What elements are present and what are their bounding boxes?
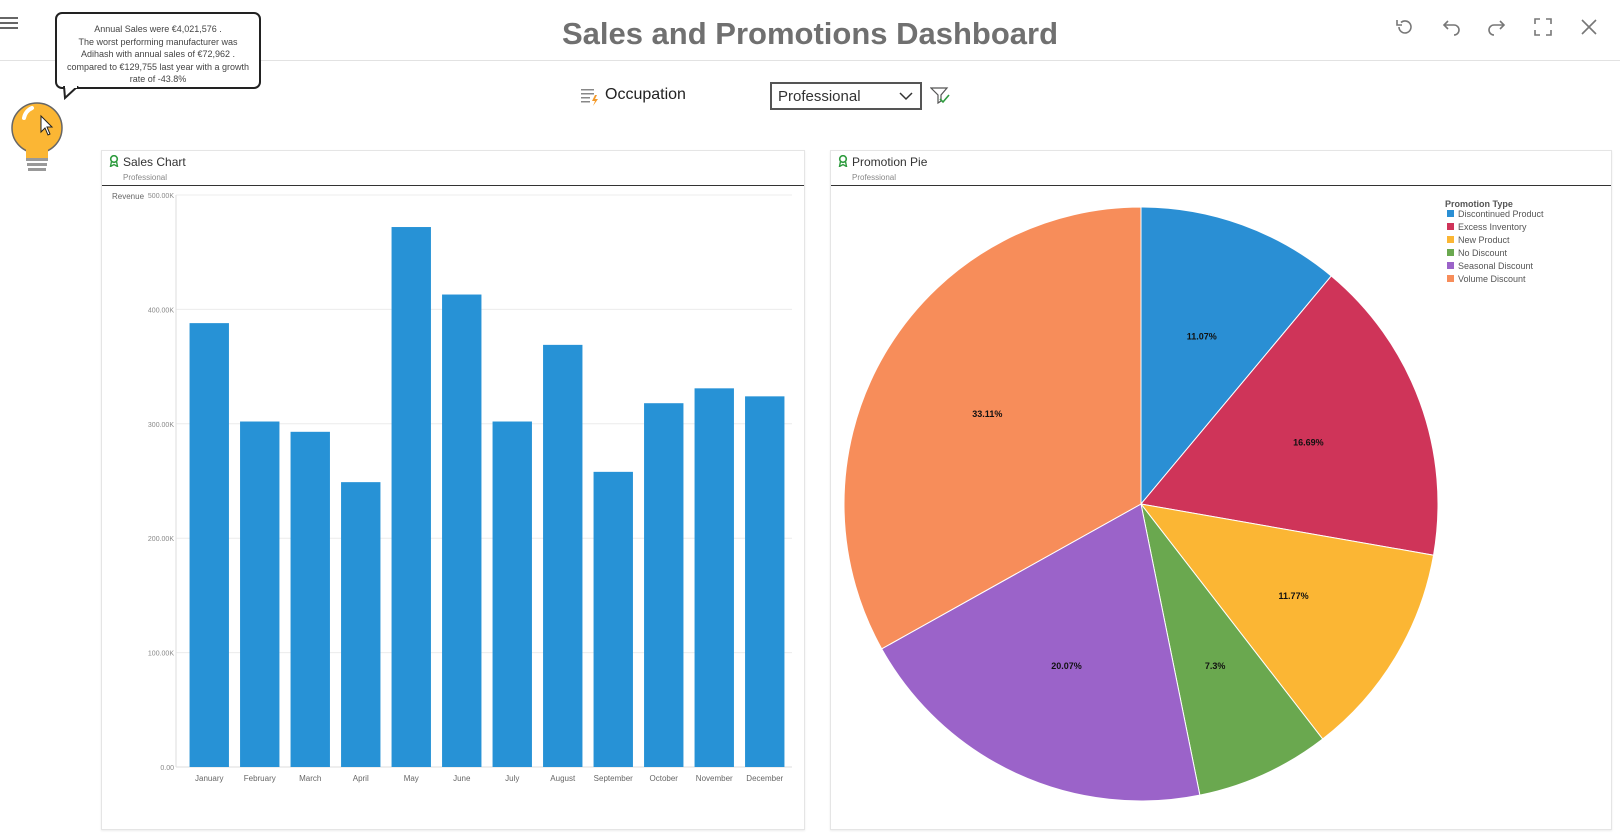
- bar[interactable]: [391, 227, 431, 768]
- menu-icon[interactable]: [0, 14, 18, 32]
- chevron-down-icon: [899, 92, 913, 101]
- pie-data-label: 33.11%: [972, 409, 1002, 419]
- redo-icon[interactable]: [1484, 14, 1510, 40]
- insight-line: The worst performing manufacturer was: [78, 36, 238, 47]
- x-tick-label: July: [505, 774, 519, 783]
- x-tick-label: October: [650, 774, 679, 783]
- bar-chart: Revenue 0.00 100.00K 200.00K 300.00K 400.00K…: [112, 192, 792, 783]
- filter-check-icon[interactable]: [930, 86, 950, 106]
- y-tick-label: 200.00K: [148, 536, 174, 543]
- reset-icon[interactable]: [1392, 14, 1418, 40]
- ribbon-icon: [838, 155, 848, 167]
- x-tick-label: April: [353, 774, 369, 783]
- occupation-select[interactable]: Professional: [770, 82, 922, 110]
- legend-entry[interactable]: Discontinued Product: [1458, 209, 1544, 219]
- pie-slice[interactable]: [1139, 503, 1435, 740]
- pie-data-label: 11.77%: [1279, 591, 1309, 601]
- page-title: Sales and Promotions Dashboard: [561, 16, 1059, 51]
- pie-slice[interactable]: [843, 206, 1142, 650]
- x-tick-label: September: [594, 774, 633, 783]
- legend-entry[interactable]: Volume Discount: [1458, 274, 1526, 284]
- close-icon[interactable]: [1576, 14, 1602, 40]
- bar[interactable]: [240, 421, 280, 767]
- legend-swatch: [1447, 236, 1454, 243]
- promotion-pie-subtitle: Professional: [852, 173, 897, 182]
- legend-entry[interactable]: Excess Inventory: [1458, 222, 1527, 232]
- pie-data-label: 11.07%: [1187, 331, 1217, 341]
- insight-line: rate of -43.8%: [129, 74, 187, 84]
- bar[interactable]: [492, 421, 532, 767]
- y-tick-label: 400.00K: [148, 307, 174, 314]
- x-tick-label: June: [453, 774, 471, 783]
- y-axis-title: Revenue: [112, 192, 145, 201]
- legend-swatch: [1447, 223, 1454, 230]
- legend-swatch: [1447, 249, 1454, 256]
- promotion-pie-title: Promotion Pie: [852, 155, 928, 169]
- pie-slice[interactable]: [1140, 275, 1439, 556]
- x-tick-label: January: [195, 774, 223, 783]
- tooltip-tail: [63, 86, 79, 100]
- insight-line: Annual Sales were €4,021,576 .: [94, 24, 222, 34]
- legend-entry[interactable]: Seasonal Discount: [1458, 261, 1534, 271]
- pie-data-label: 7.3%: [1205, 661, 1226, 671]
- promotion-pie-header: Promotion Pie Professional: [831, 151, 1611, 186]
- undo-icon[interactable]: [1438, 14, 1464, 40]
- x-tick-label: August: [550, 774, 576, 783]
- x-tick-label: February: [244, 774, 276, 783]
- legend-swatch: [1447, 210, 1454, 217]
- bar[interactable]: [593, 471, 633, 767]
- pie-slice[interactable]: [1140, 503, 1324, 796]
- x-tick-label: May: [404, 774, 419, 783]
- top-bar: Sales and Promotions Dashboard: [0, 0, 1620, 61]
- x-tick-label: November: [696, 774, 733, 783]
- sales-chart-title: Sales Chart: [123, 155, 186, 169]
- bar[interactable]: [189, 323, 229, 767]
- lightbulb-icon[interactable]: [10, 98, 66, 178]
- bar[interactable]: [543, 344, 583, 767]
- y-tick-label: 0.00: [160, 765, 174, 772]
- legend-title: Promotion Type: [1445, 199, 1513, 209]
- occupation-select-value: Professional: [778, 88, 861, 105]
- y-tick-label: 100.00K: [148, 651, 174, 658]
- pie-chart: Promotion Type 11.07% 16.69% 11.77% 7.3% 20.…: [843, 199, 1544, 802]
- legend-entry[interactable]: No Discount: [1458, 248, 1508, 258]
- legend-swatch: [1447, 275, 1454, 282]
- sales-chart-subtitle: Professional: [123, 173, 168, 182]
- x-tick-label: December: [746, 774, 783, 783]
- legend-swatch: [1447, 262, 1454, 269]
- bar[interactable]: [341, 482, 381, 767]
- pie-data-label: 16.69%: [1293, 438, 1324, 448]
- insight-line: compared to €129,755 last year with a gr…: [66, 61, 250, 72]
- pie-slice[interactable]: [881, 503, 1201, 802]
- filter-row: Occupation Professional: [0, 80, 1620, 112]
- toolbar: [1392, 14, 1602, 40]
- insight-tooltip: Annual Sales were €4,021,576 . The worst…: [55, 12, 261, 89]
- sales-chart-panel: Sales Chart Professional Revenue 0.00 100…: [101, 150, 805, 830]
- bar[interactable]: [745, 396, 785, 767]
- promotion-pie-panel: Promotion Pie Professional Promotion Typ…: [830, 150, 1612, 830]
- pie-data-label: 20.07%: [1051, 661, 1082, 671]
- bar[interactable]: [644, 403, 684, 767]
- insight-line: Adihash with annual sales of €72,962 .: [80, 49, 236, 59]
- bar[interactable]: [694, 388, 734, 767]
- y-tick-label: 300.00K: [148, 422, 174, 429]
- bar[interactable]: [290, 431, 330, 767]
- legend-entry[interactable]: New Product: [1458, 235, 1510, 245]
- y-tick-label: 500.00K: [148, 193, 174, 200]
- filter-label: Occupation: [605, 86, 686, 103]
- ribbon-icon: [109, 155, 119, 167]
- occupation-filter-icon: [581, 89, 598, 106]
- fullscreen-icon[interactable]: [1530, 14, 1556, 40]
- x-tick-label: March: [299, 774, 321, 783]
- sales-chart-header: Sales Chart Professional: [102, 151, 804, 186]
- bar[interactable]: [442, 294, 482, 767]
- pie-slice[interactable]: [1140, 206, 1333, 506]
